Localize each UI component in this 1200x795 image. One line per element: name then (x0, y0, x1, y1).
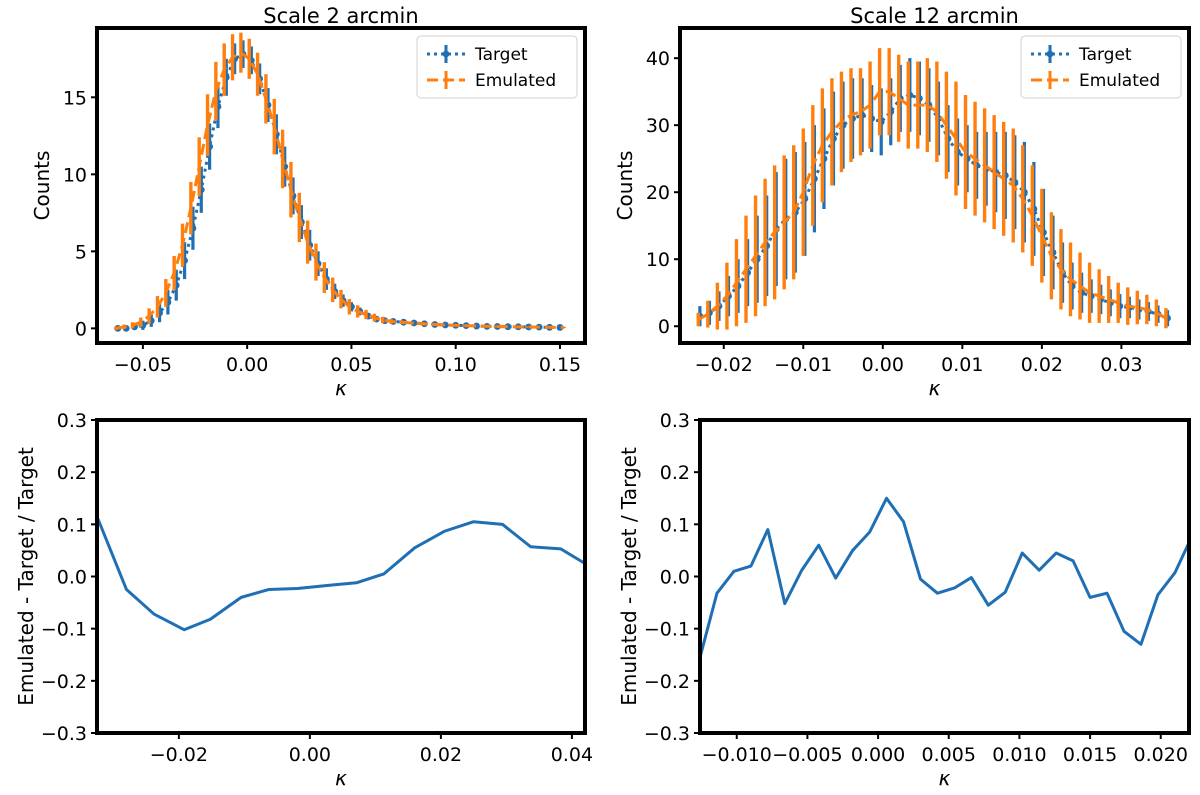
legend-label: Target (474, 45, 528, 65)
data-point (441, 321, 449, 329)
plot-area (696, 48, 1171, 330)
x-axis-label: κ (335, 766, 347, 790)
y-axis-label: Emulated - Target / Target (14, 447, 38, 706)
panel-title: Scale 12 arcmin (850, 4, 1019, 28)
series-target (114, 40, 564, 332)
panel-bottom-right: −0.010 −0.005 0.000 0.005 0.010 0.015 0.020 −0.… (617, 410, 1191, 790)
x-tick-label: 0.000 (851, 744, 905, 766)
data-point (525, 323, 533, 331)
x-tick-label: −0.01 (774, 354, 832, 376)
y-tick-label: 0.3 (57, 410, 87, 432)
plot-area (700, 496, 1189, 658)
x-tick-label: −0.005 (772, 744, 842, 766)
legend-box (1020, 35, 1182, 99)
y-tick-label: −0.2 (644, 671, 690, 693)
y-tick-label: 0.2 (660, 462, 690, 484)
y-axis-label: Counts (30, 151, 54, 221)
series-ratio (97, 515, 585, 632)
panel-bottom-left: −0.02 0.00 0.02 0.04 −0.3 −0.2 −0.1 0.0 0.1 0.2 0.… (14, 410, 593, 790)
y-tick-label: 0.0 (57, 567, 87, 589)
data-point (504, 323, 512, 331)
y-tick-label: 40 (646, 48, 670, 70)
y-tick-label: 0 (658, 316, 670, 338)
y-tick-label: 30 (646, 115, 670, 137)
y-tick-label: −0.1 (644, 619, 690, 641)
x-axis-label: κ (939, 766, 951, 790)
data-point (473, 322, 480, 330)
y-tick-label: −0.3 (41, 723, 87, 745)
y-tick-label: 0.1 (660, 514, 690, 536)
plot-area (97, 515, 585, 632)
x-tick-label: 0.010 (992, 744, 1046, 766)
plot-area (114, 32, 566, 332)
plot-frame (678, 26, 1191, 345)
x-tick-label: 0.15 (539, 354, 581, 376)
x-tick-label: 0.02 (1021, 354, 1063, 376)
plot-frame (698, 418, 1191, 735)
x-tick-label: −0.010 (702, 744, 772, 766)
panel-top-right: −0.02 −0.01 0.00 0.01 0.02 0.03 0 10 20 30 40 Scale… (613, 4, 1191, 400)
y-tick-label: 0.3 (660, 410, 690, 432)
y-tick-label: −0.3 (644, 723, 690, 745)
data-point (556, 324, 564, 331)
legend-label: Target (1078, 45, 1132, 65)
series-ratio (700, 496, 1189, 658)
x-tick-label: 0.005 (922, 744, 976, 766)
plot-frame (95, 26, 587, 345)
x-axis-label: κ (335, 376, 347, 400)
x-tick-label: 0.020 (1134, 744, 1188, 766)
x-tick-label: 0.00 (862, 354, 904, 376)
y-tick-label: 10 (646, 249, 670, 271)
plot-frame (95, 418, 587, 735)
x-tick-label: 0.10 (435, 354, 477, 376)
y-tick-label: 15 (63, 87, 87, 109)
y-tick-label: 0 (75, 318, 87, 340)
x-tick-label: 0.00 (226, 354, 268, 376)
y-tick-label: −0.2 (41, 671, 87, 693)
x-axis-label: κ (929, 376, 941, 400)
series-line (697, 90, 1167, 321)
y-tick-label: 20 (646, 182, 670, 204)
legend: Target Emulated (1020, 35, 1182, 99)
series-line (700, 496, 1189, 658)
series-emulated (114, 32, 566, 330)
y-tick-label: 0.2 (57, 462, 87, 484)
x-tick-label: −0.05 (114, 354, 172, 376)
x-tick-label: 0.04 (551, 744, 593, 766)
legend-label: Emulated (1079, 71, 1160, 91)
data-point (410, 319, 418, 327)
x-tick-label: −0.02 (150, 744, 208, 766)
x-tick-label: 0.02 (420, 744, 462, 766)
y-axis-label: Emulated - Target / Target (617, 447, 641, 706)
series-line (699, 93, 1169, 320)
x-tick-label: 0.05 (330, 354, 372, 376)
x-tick-label: −0.02 (695, 354, 753, 376)
x-tick-label: 0.03 (1100, 354, 1142, 376)
legend-label: Emulated (475, 71, 556, 91)
y-tick-label: 10 (63, 164, 87, 186)
series-line (97, 515, 585, 632)
y-tick-label: 5 (75, 241, 87, 263)
x-tick-label: 0.01 (941, 354, 983, 376)
y-tick-label: 0.1 (57, 514, 87, 536)
y-tick-label: −0.1 (41, 619, 87, 641)
series-emulated (696, 48, 1168, 330)
panel-title: Scale 2 arcmin (263, 4, 418, 28)
legend: Target Emulated (416, 35, 578, 99)
x-tick-label: 0.015 (1063, 744, 1117, 766)
legend-box (416, 35, 578, 99)
y-axis-label: Counts (613, 151, 637, 221)
series-line (115, 51, 565, 330)
panel-top-left: −0.05 0.00 0.05 0.10 0.15 0 5 10 15 Scale 2 arcmi… (30, 4, 587, 400)
x-tick-label: 0.00 (289, 744, 331, 766)
y-tick-label: 0.0 (660, 567, 690, 589)
